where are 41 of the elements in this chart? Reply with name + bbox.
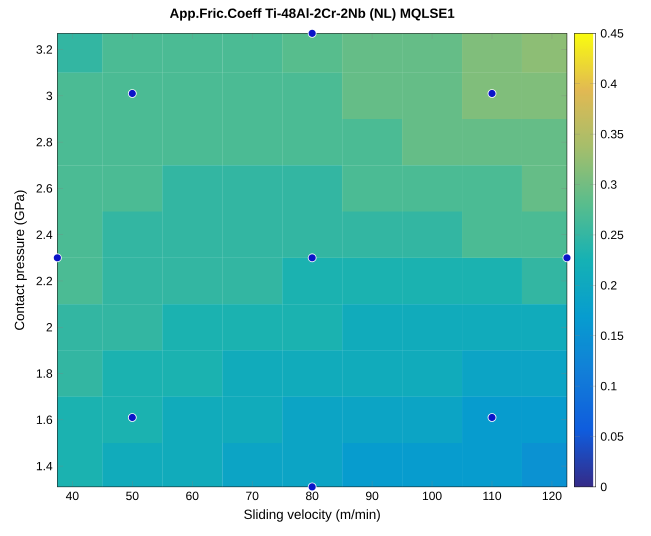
y-tick-label: 1.6: [36, 415, 52, 424]
color-bar-label: 0.35: [600, 130, 624, 138]
point: [128, 412, 137, 422]
x-tick-label: 60: [186, 491, 198, 500]
point: [562, 253, 572, 262]
y-tick-label: 1.8: [36, 369, 52, 378]
color-bar-label: 0.45: [600, 28, 624, 38]
y-tick-label: 2.4: [36, 230, 52, 239]
point: [52, 253, 62, 262]
point: [308, 253, 317, 262]
x-tick-label: 120: [542, 491, 562, 500]
color-bar-label: 0.2: [600, 280, 616, 290]
color-bar-label: 0.25: [600, 230, 624, 240]
x-tick-label: 50: [126, 491, 139, 500]
y-tick-label: 2.8: [36, 138, 52, 146]
color-bar-label: 0.3: [600, 180, 617, 189]
x-tick-label: 80: [306, 491, 318, 500]
color-bar-label: 0.1: [600, 382, 616, 390]
x-tick-label: 90: [366, 491, 378, 500]
y-tick-label: 3.2: [36, 45, 52, 54]
x-tick-label: 100: [422, 491, 442, 500]
point: [308, 482, 317, 492]
color-bar-label: 0.05: [600, 432, 624, 441]
y-axis-title: Contact pressure (GPa): [14, 190, 27, 330]
color-bar-label: 0.15: [600, 331, 624, 340]
chart-title: App.Fric.Coeff Ti-48Al-2Cr-2Nb (NL) MQLSE1: [170, 8, 454, 20]
point: [128, 88, 137, 98]
color-bar-label: 0.4: [600, 79, 617, 88]
x-tick-label: 110: [483, 491, 502, 500]
y-tick-label: 2.6: [36, 184, 52, 193]
x-tick-label: 40: [66, 491, 79, 500]
y-tick-label: 3: [46, 91, 52, 100]
point: [488, 88, 496, 98]
y-tick-label: 2: [46, 322, 52, 332]
x-axis-title: Sliding velocity (m/min): [244, 509, 380, 522]
point: [488, 412, 496, 422]
point: [308, 28, 317, 38]
x-tick-label: 70: [246, 491, 258, 500]
color-bar-label: 0: [600, 482, 607, 492]
y-tick-label: 2.2: [36, 276, 52, 286]
y-tick-label: 1.4: [36, 462, 52, 470]
